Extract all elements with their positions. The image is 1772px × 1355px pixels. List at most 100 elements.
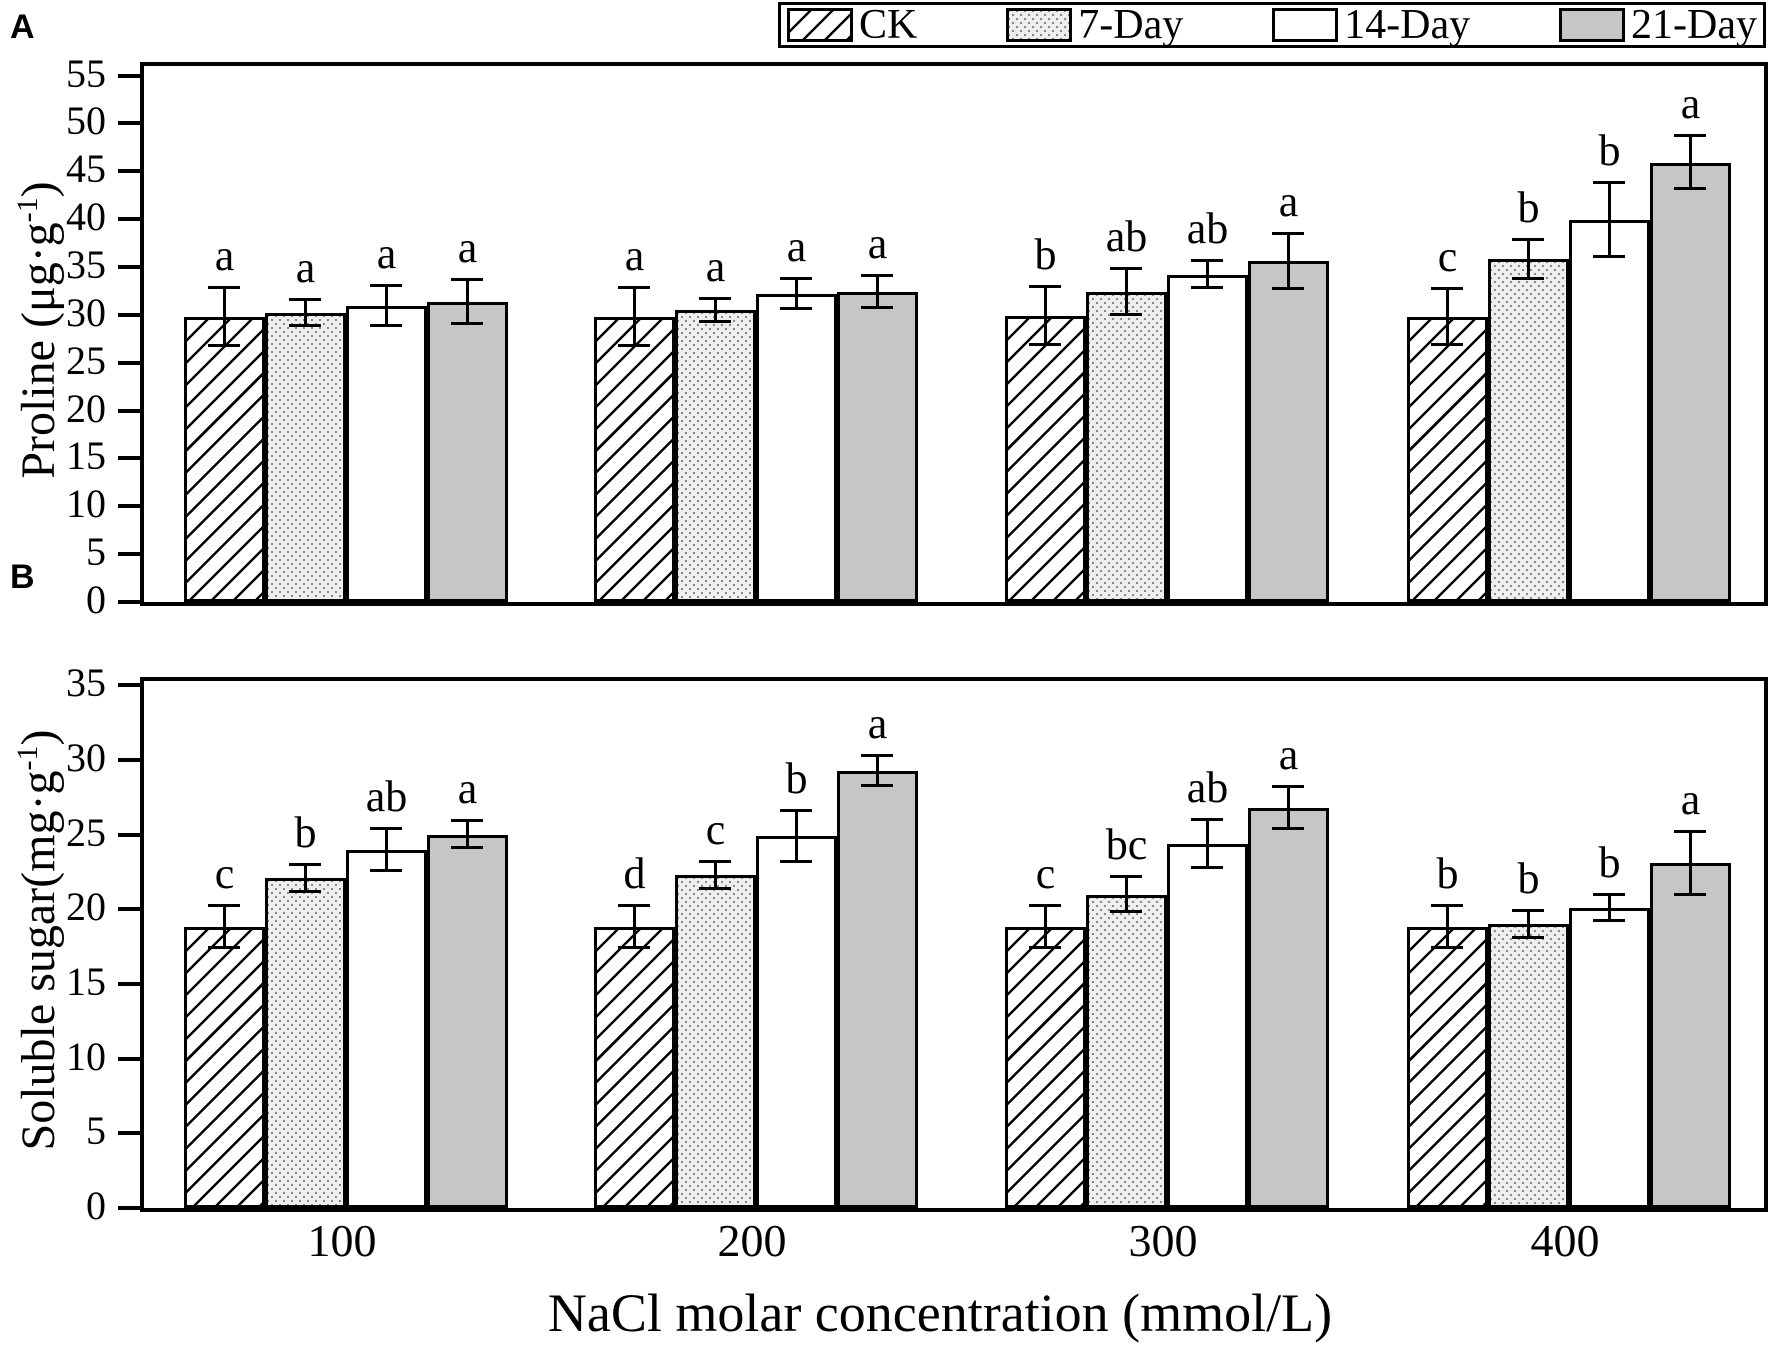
error-bar-cap-bottom [1674, 187, 1706, 191]
legend-item-7-day: 7-Day [1006, 4, 1183, 46]
error-bar-cap-bottom [451, 846, 483, 850]
error-bar [1125, 268, 1128, 315]
legend-item-ck: CK [787, 4, 917, 46]
error-bar-cap-bottom [618, 343, 650, 347]
significance-letter: c [705, 804, 726, 854]
y-axis-tick-label: 45 [66, 146, 106, 192]
error-bar-cap-bottom [451, 322, 483, 326]
significance-letter: a [705, 241, 726, 291]
error-bar-cap-top [1674, 133, 1706, 137]
error-bar-cap-bottom [699, 886, 731, 890]
error-bar-cap-top [1272, 785, 1304, 788]
significance-letter: bc [1105, 819, 1148, 869]
y-axis-tick [118, 169, 140, 174]
significance-letter: a [867, 698, 888, 748]
error-bar-cap-top [370, 284, 402, 288]
significance-letter: a [1278, 176, 1299, 226]
x-axis-category-label: 100 [307, 1215, 377, 1266]
error-bar [223, 288, 226, 346]
error-bar-cap-bottom [370, 324, 402, 328]
y-axis-tick-label: 0 [86, 1183, 106, 1228]
legend-box: CK 7-Day 14-Day 21-Day [778, 2, 1766, 48]
error-bar-cap-bottom [1110, 910, 1142, 914]
error-bar [1287, 787, 1290, 829]
x-axis-category-label: 400 [1530, 1215, 1600, 1266]
bar-ck-300 [1005, 315, 1086, 602]
error-bar-cap-top [861, 273, 893, 277]
y-axis-tick [118, 683, 140, 688]
bar-ck-100 [184, 316, 265, 602]
y-axis-tick [118, 504, 140, 509]
bar-14-day-400 [1569, 220, 1650, 602]
error-bar-cap-bottom [370, 868, 402, 872]
significance-letter: ab [1105, 211, 1148, 261]
y-axis-tick-label: 55 [66, 50, 106, 96]
error-bar [304, 299, 307, 327]
error-bar-cap-bottom [1431, 342, 1463, 346]
bar-14-day-300 [1167, 843, 1248, 1208]
error-bar-cap-top [208, 904, 240, 908]
y-axis-tick-label: 5 [86, 529, 106, 575]
y-axis-tick [118, 265, 140, 269]
bar-7-day-300 [1086, 291, 1167, 602]
bar-ck-200 [594, 316, 675, 602]
error-bar [1287, 233, 1290, 290]
error-bar-cap-top [699, 296, 731, 300]
error-bar [466, 821, 469, 849]
significance-letter: b [1034, 230, 1057, 280]
bar-21-day-400 [1650, 162, 1731, 602]
significance-letter: a [214, 231, 235, 281]
significance-letter: a [457, 764, 478, 814]
bar-7-day-200 [675, 310, 756, 602]
error-bar-cap-bottom [1029, 946, 1061, 950]
y-axis-tick [118, 1131, 140, 1136]
bar-21-day-100 [427, 302, 508, 602]
significance-letter: a [786, 221, 807, 271]
bar-7-day-200 [675, 875, 756, 1208]
error-bar-cap-top [1512, 238, 1544, 242]
error-bar-cap-bottom [861, 783, 893, 787]
bar-ck-200 [594, 927, 675, 1208]
bar-7-day-100 [265, 878, 346, 1208]
error-bar-cap-bottom [780, 859, 812, 863]
error-bar [1527, 240, 1530, 279]
legend-label: CK [859, 2, 918, 48]
error-bar [795, 278, 798, 310]
error-bar [385, 828, 388, 871]
y-axis-tick [118, 1206, 140, 1210]
significance-letter: a [1680, 774, 1701, 824]
y-axis-tick [118, 73, 140, 78]
error-bar-cap-bottom [1029, 342, 1061, 346]
bar-21-day-200 [837, 291, 918, 602]
significance-letter: b [1517, 853, 1540, 903]
error-bar-cap-top [1272, 231, 1304, 235]
legend-label: 14-Day [1344, 2, 1471, 48]
legend-swatch-hatch [787, 8, 853, 42]
error-bar-cap-bottom [1512, 935, 1544, 939]
significance-letter: ab [365, 771, 408, 821]
bar-14-day-400 [1569, 907, 1650, 1208]
error-bar-cap-top [289, 297, 321, 301]
error-bar-cap-top [1593, 180, 1625, 184]
error-bar-cap-top [618, 286, 650, 290]
error-bar-cap-top [1191, 259, 1223, 263]
error-bar-cap-bottom [780, 307, 812, 311]
y-axis-tick-label: 40 [66, 194, 106, 240]
significance-letter: c [214, 849, 235, 899]
bar-7-day-400 [1488, 259, 1569, 602]
legend-item-21-day: 21-Day [1559, 4, 1757, 46]
significance-letter: a [1680, 78, 1701, 128]
error-bar-cap-bottom [1191, 865, 1223, 869]
error-bar-cap-bottom [1272, 287, 1304, 291]
error-bar-cap-top [370, 826, 402, 830]
error-bar [466, 280, 469, 325]
significance-letter: ab [1186, 204, 1229, 254]
y-axis-tick [118, 360, 140, 365]
x-axis-category-label: 300 [1128, 1215, 1198, 1266]
error-bar-cap-bottom [699, 319, 731, 323]
error-bar [1608, 182, 1611, 258]
bar-21-day-300 [1248, 261, 1329, 602]
error-bar-cap-top [451, 278, 483, 282]
bar-ck-400 [1407, 927, 1488, 1208]
panel-b-y-axis-title: Soluble sugar(mg·g-1) [11, 730, 65, 1151]
